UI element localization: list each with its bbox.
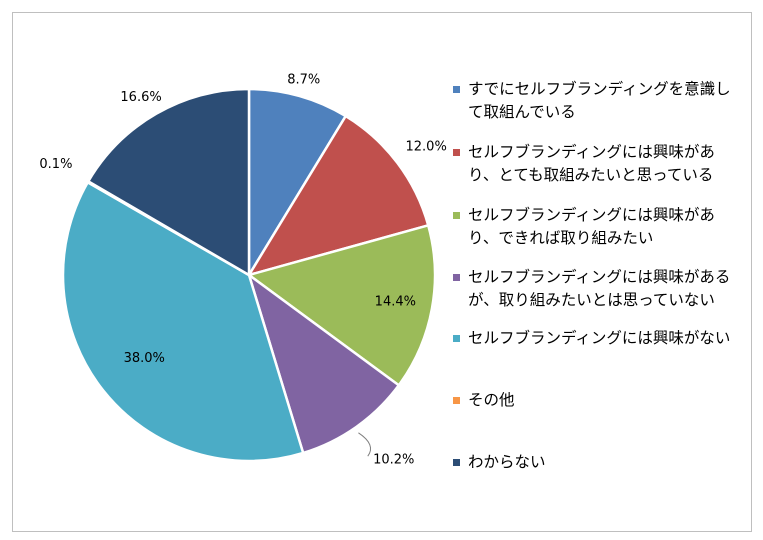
- legend-label: セルフブランディングには興味があ り、できれば取り組みたい: [468, 206, 715, 247]
- pie-slice: [247, 87, 348, 280]
- data-labels: 8.7% 12.0% 14.4% 10.2% 38.0% 0.1% 16.6%: [39, 72, 446, 467]
- data-label: 12.0%: [406, 140, 447, 155]
- data-label: 16.6%: [120, 90, 161, 105]
- legend-label: セルフブランディングには興味がある が、取り組みたいとは思っていない: [468, 268, 731, 309]
- legend-label: すでにセルフブランディングを意識し て取組んでいる: [468, 80, 731, 121]
- pie-slice: [86, 87, 251, 278]
- legend-item: セルフブランディングには興味がない: [453, 327, 753, 350]
- data-label: 14.4%: [375, 294, 416, 309]
- legend-item: すでにセルフブランディングを意識し て取組んでいる: [453, 78, 753, 124]
- leader-lines: [358, 432, 372, 457]
- pie-slice: [246, 271, 401, 455]
- legend-label: わからない: [468, 453, 546, 471]
- legend-label: その他: [468, 391, 515, 409]
- legend-swatch: [453, 335, 460, 342]
- data-label: 8.7%: [287, 72, 320, 87]
- data-label: 0.1%: [39, 157, 72, 172]
- legend-item: わからない: [453, 451, 753, 474]
- legend-item: セルフブランディングには興味がある が、取り組みたいとは思っていない: [453, 266, 753, 312]
- pie-slice: [61, 180, 305, 463]
- pie-slice: [246, 114, 430, 278]
- legend-label: セルフブランディングには興味がない: [468, 329, 731, 347]
- data-label: 38.0%: [124, 351, 165, 366]
- pie-slices: [61, 87, 437, 463]
- legend-item: セルフブランディングには興味があ り、とても取組みたいと思っている: [453, 141, 753, 187]
- legend-item: その他: [453, 389, 753, 412]
- legend-label: セルフブランディングには興味があ り、とても取組みたいと思っている: [468, 143, 715, 184]
- pie-slice: [246, 223, 437, 388]
- leader-line: [358, 432, 372, 457]
- legend-swatch: [453, 149, 460, 156]
- legend-item: セルフブランディングには興味があ り、できれば取り組みたい: [453, 204, 753, 250]
- data-label: 10.2%: [373, 453, 414, 468]
- legend-swatch: [453, 459, 460, 466]
- legend-swatch: [453, 212, 460, 219]
- legend-swatch: [453, 274, 460, 281]
- legend-swatch: [453, 86, 460, 93]
- legend-swatch: [453, 397, 460, 404]
